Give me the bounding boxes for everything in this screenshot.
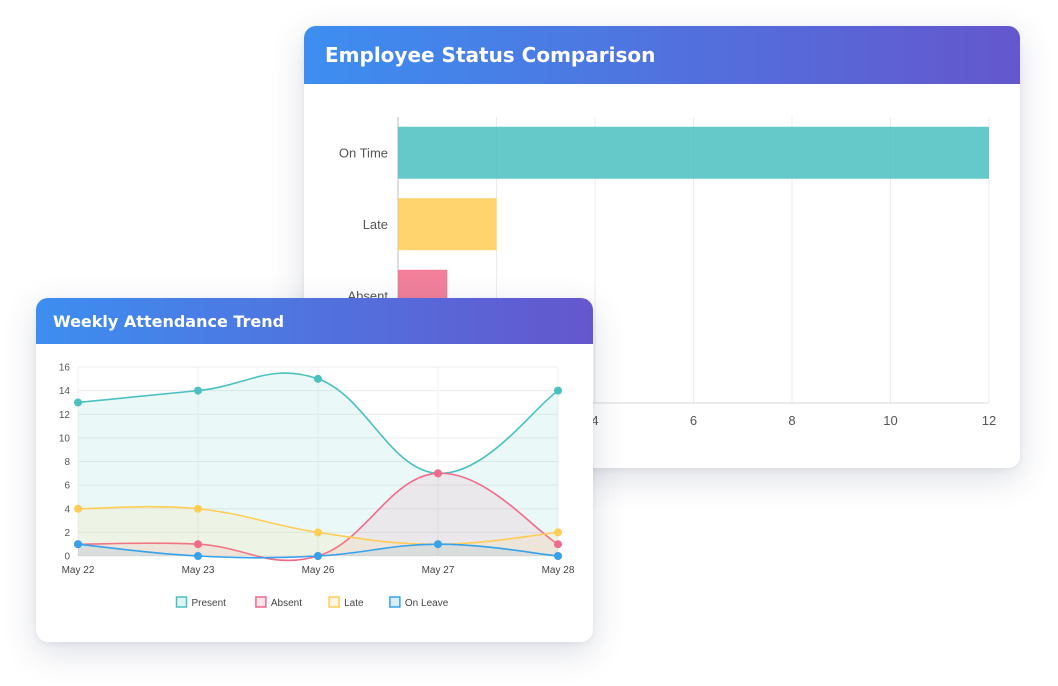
line-y-tick-label: 2	[64, 528, 70, 539]
legend-swatch-on-leave	[389, 596, 401, 608]
line-y-tick-label: 12	[59, 410, 71, 421]
bar-x-tick-label: 4	[591, 413, 598, 428]
line-y-tick-label: 6	[64, 481, 70, 492]
point-late	[74, 504, 82, 513]
point-absent	[194, 540, 202, 549]
legend-item-absent: Absent	[255, 596, 302, 609]
bar-late	[398, 198, 497, 251]
point-late	[314, 528, 322, 537]
point-on-leave	[434, 540, 442, 549]
bar-on-time	[398, 126, 989, 179]
point-present	[74, 398, 82, 407]
series-line-absent	[77, 472, 559, 562]
bar-x-tick-label: 6	[690, 413, 697, 428]
point-on-leave	[554, 552, 562, 560]
legend-item-late: Late	[328, 596, 364, 609]
trend-card-title: Weekly Attendance Trend	[53, 311, 285, 331]
status-card-title: Employee Status Comparison	[325, 43, 656, 67]
point-late	[194, 504, 202, 513]
bar-x-tick-label: 12	[982, 413, 996, 428]
point-on-leave	[314, 552, 322, 560]
legend-swatch-absent	[255, 596, 267, 608]
bar-x-tick-label: 10	[883, 413, 897, 428]
legend-label: Present	[192, 598, 227, 609]
point-late	[554, 528, 562, 537]
trend-card-header: Weekly Attendance Trend	[36, 298, 593, 344]
line-y-tick-label: 14	[59, 386, 71, 397]
point-present	[194, 386, 202, 395]
attendance-trend-card: Weekly Attendance Trend 0 2 4 6 8 10 12 14 16 May…	[36, 298, 593, 642]
status-card-header: Employee Status Comparison	[304, 26, 1020, 84]
legend-swatch-present	[175, 596, 188, 608]
legend-swatch-late	[328, 596, 340, 608]
attendance-line-chart: 0 2 4 6 8 10 12 14 16 May 22 May 23 May 26 May 27 May…	[59, 363, 575, 610]
bar-category-label: Late	[363, 217, 388, 232]
line-x-tick-label: May 22	[62, 565, 95, 576]
legend-item-present: Present	[175, 596, 227, 609]
legend-label: On Leave	[405, 598, 449, 609]
bar-category-label: On Time	[339, 145, 388, 160]
bar-x-tick-label: 8	[788, 413, 795, 428]
legend-label: Late	[344, 598, 364, 609]
point-present	[314, 374, 322, 383]
point-present	[554, 386, 562, 395]
series-line-present	[77, 372, 559, 475]
line-y-tick-label: 0	[64, 552, 70, 563]
point-absent	[554, 540, 562, 549]
line-y-tick-label: 4	[64, 504, 70, 515]
line-y-tick-label: 16	[59, 363, 71, 374]
line-y-tick-label: 8	[64, 457, 70, 468]
series-area-absent	[78, 473, 558, 561]
line-x-tick-label: May 28	[542, 565, 575, 576]
line-x-tick-label: May 26	[302, 565, 335, 576]
line-x-tick-label: May 27	[422, 565, 455, 576]
point-on-leave	[194, 552, 202, 560]
point-on-leave	[74, 540, 82, 549]
legend-item-on-leave: On Leave	[389, 596, 449, 609]
trend-chart-area: 0 2 4 6 8 10 12 14 16 May 22 May 23 May 26 May 27 May…	[36, 344, 593, 642]
line-x-tick-label: May 23	[182, 565, 215, 576]
line-y-tick-label: 10	[59, 433, 71, 444]
point-absent	[434, 469, 442, 478]
legend-label: Absent	[271, 598, 302, 609]
